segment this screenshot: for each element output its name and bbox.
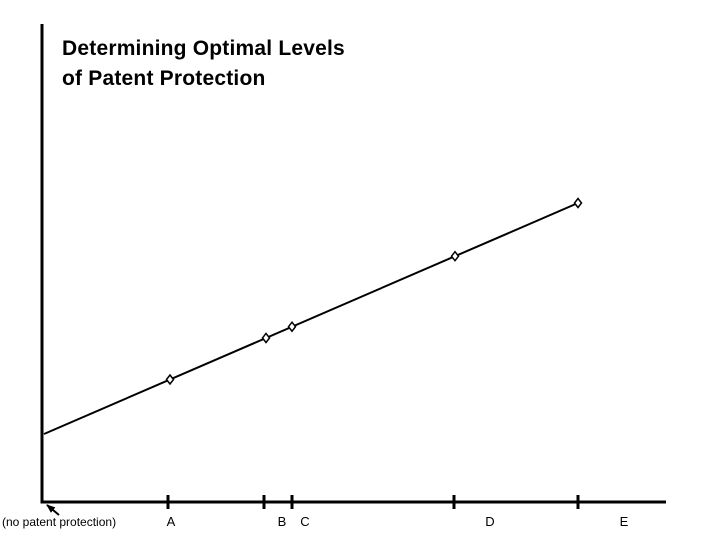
slide-title: Determining Optimal Levels of Patent Pro…: [62, 34, 345, 94]
trend-line: [43, 202, 579, 435]
origin-annotation: (no patent protection): [2, 515, 117, 529]
slide-title-line1: Determining Optimal Levels: [62, 37, 345, 60]
data-point-marker-D: [450, 250, 460, 262]
origin-arrow: [46, 504, 60, 516]
x-axis-label-C: C: [300, 514, 310, 529]
data-point-marker-B: [261, 332, 271, 344]
data-point-marker-A: [165, 373, 175, 386]
data-point-marker-E: [573, 197, 583, 209]
data-point-marker-C: [287, 320, 297, 333]
slide-title-line2: of Patent Protection: [62, 67, 266, 90]
x-axis-label-D: D: [485, 514, 495, 529]
x-axis-label-E: E: [619, 514, 629, 529]
x-axis-label-A: A: [166, 514, 176, 529]
x-axis-label-B: B: [277, 514, 287, 529]
